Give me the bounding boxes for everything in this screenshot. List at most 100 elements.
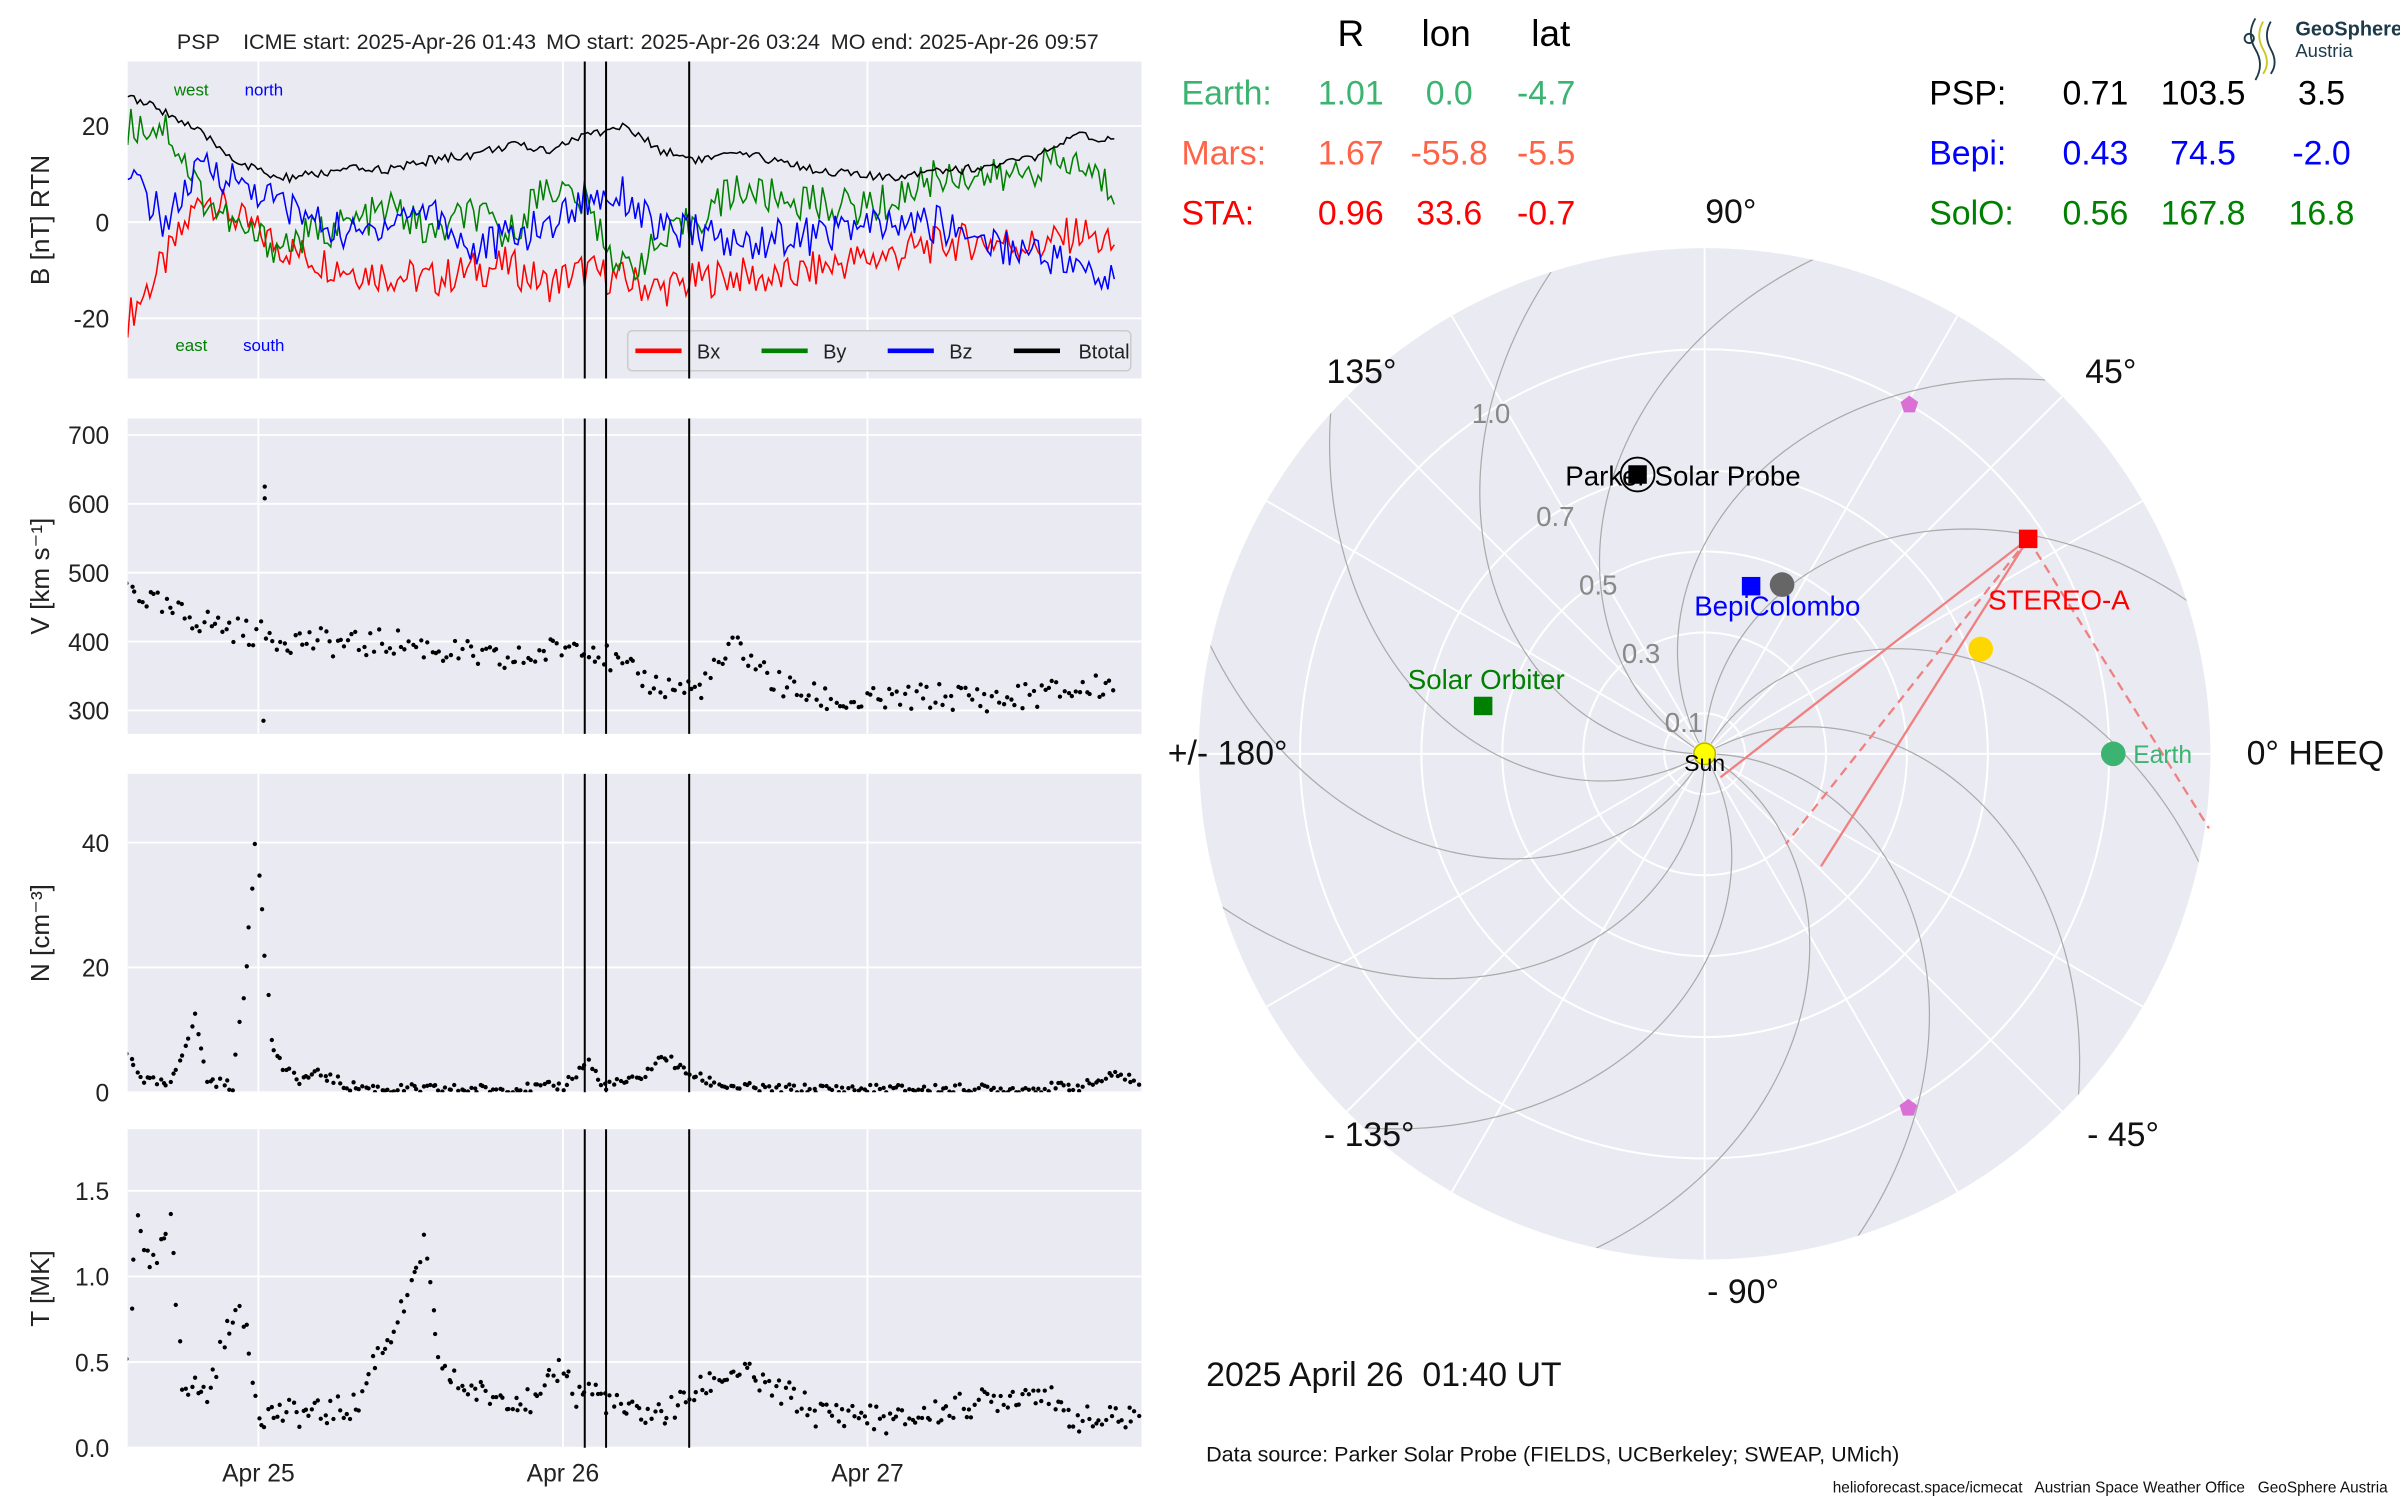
data-point <box>212 621 218 626</box>
data-point <box>637 1405 642 1411</box>
data-point <box>871 1090 877 1093</box>
angle-spoke <box>1266 500 1706 755</box>
data-point <box>649 1067 654 1072</box>
data-point <box>972 1087 977 1092</box>
data-point <box>132 589 137 594</box>
data-point <box>1015 683 1021 689</box>
data-point <box>431 1308 437 1313</box>
data-point <box>471 653 476 658</box>
data-point <box>1053 1407 1058 1412</box>
data-point <box>647 690 653 695</box>
data-point <box>347 1416 353 1422</box>
row-name: STA: <box>1182 195 1255 233</box>
data-point <box>559 653 564 658</box>
data-point <box>1001 1402 1006 1408</box>
data-point <box>1104 1417 1109 1423</box>
row-lat: 16.8 <box>2289 195 2355 233</box>
data-point <box>1066 1407 1071 1413</box>
data-point <box>448 1380 453 1385</box>
data-point <box>1073 689 1078 694</box>
data-point <box>591 645 596 650</box>
data-point <box>659 1408 664 1414</box>
data-point <box>244 1322 249 1327</box>
data-point <box>762 1084 768 1090</box>
data-point <box>1027 692 1032 698</box>
parker-spiral <box>1598 248 2046 748</box>
data-point <box>1005 1405 1010 1410</box>
data-point <box>131 1062 136 1068</box>
data-point <box>487 1401 493 1407</box>
data-point <box>362 644 367 650</box>
data-point <box>846 1085 851 1091</box>
row-r: 1.67 <box>1318 135 1384 173</box>
data-point <box>570 1076 575 1082</box>
data-point <box>933 1082 938 1088</box>
data-point <box>277 1402 282 1407</box>
title-icme-start: ICME start: 2025-Apr-26 01:43 <box>243 30 536 54</box>
data-point <box>250 1380 255 1385</box>
data-point <box>190 626 195 631</box>
data-point <box>824 1083 829 1089</box>
data-point <box>807 1406 812 1412</box>
data-point <box>240 633 246 638</box>
data-point <box>366 1086 371 1091</box>
data-point <box>468 644 474 649</box>
data-point <box>586 1057 592 1062</box>
data-point <box>168 1079 173 1085</box>
data-point <box>235 616 241 621</box>
data-point <box>518 1402 523 1407</box>
data-point <box>711 657 717 662</box>
panel-density: 0 20 40 N [cm⁻³] <box>25 773 1142 1108</box>
data-point <box>484 646 489 651</box>
data-point <box>356 1087 361 1092</box>
data-point <box>614 1076 620 1082</box>
data-point <box>285 648 290 653</box>
angle-label: - 45° <box>2087 1116 2159 1154</box>
data-point <box>387 646 393 651</box>
title-mo-end: MO end: 2025-Apr-26 09:57 <box>831 30 1099 54</box>
data-point <box>214 1084 219 1089</box>
data-point <box>774 1383 779 1389</box>
data-point <box>419 638 424 643</box>
data-point <box>692 1398 697 1403</box>
data-point <box>813 1090 818 1093</box>
data-point <box>1046 1401 1051 1407</box>
data-point <box>881 1414 886 1419</box>
data-point <box>297 1081 302 1087</box>
data-point <box>820 1402 825 1408</box>
data-point <box>624 1079 629 1085</box>
data-point <box>505 655 510 660</box>
y-tick-label: 20 <box>82 956 109 983</box>
data-point <box>794 692 800 698</box>
data-point <box>227 1331 232 1336</box>
data-point <box>1010 1389 1015 1395</box>
data-point <box>331 1416 336 1422</box>
data-point <box>950 707 955 712</box>
data-point <box>921 1405 927 1411</box>
sun-label: Sun <box>1684 750 1725 776</box>
data-point <box>711 1080 717 1085</box>
data-point <box>1009 697 1014 702</box>
data-point <box>653 1061 658 1066</box>
data-point <box>794 1409 800 1414</box>
data-point <box>961 1087 966 1093</box>
data-point <box>490 1087 496 1092</box>
data-point <box>324 629 329 634</box>
data-point <box>271 1415 276 1421</box>
data-point <box>693 1390 698 1395</box>
data-point <box>385 1087 390 1092</box>
data-point <box>649 1416 654 1421</box>
y-tick-label: 20 <box>82 114 109 141</box>
data-point <box>672 1415 678 1420</box>
data-point <box>546 1367 552 1373</box>
data-point <box>952 1395 958 1400</box>
data-point <box>792 679 797 684</box>
angle-spoke <box>1703 753 2063 1113</box>
stereo-a-fov-line <box>1719 537 2029 779</box>
data-point <box>401 1088 407 1093</box>
table-row: PSP: 0.71 103.5 3.5 <box>1929 75 2345 113</box>
data-point <box>741 656 746 661</box>
row-lon: 103.5 <box>2161 75 2246 113</box>
data-point <box>678 681 683 687</box>
data-point <box>998 1393 1003 1399</box>
